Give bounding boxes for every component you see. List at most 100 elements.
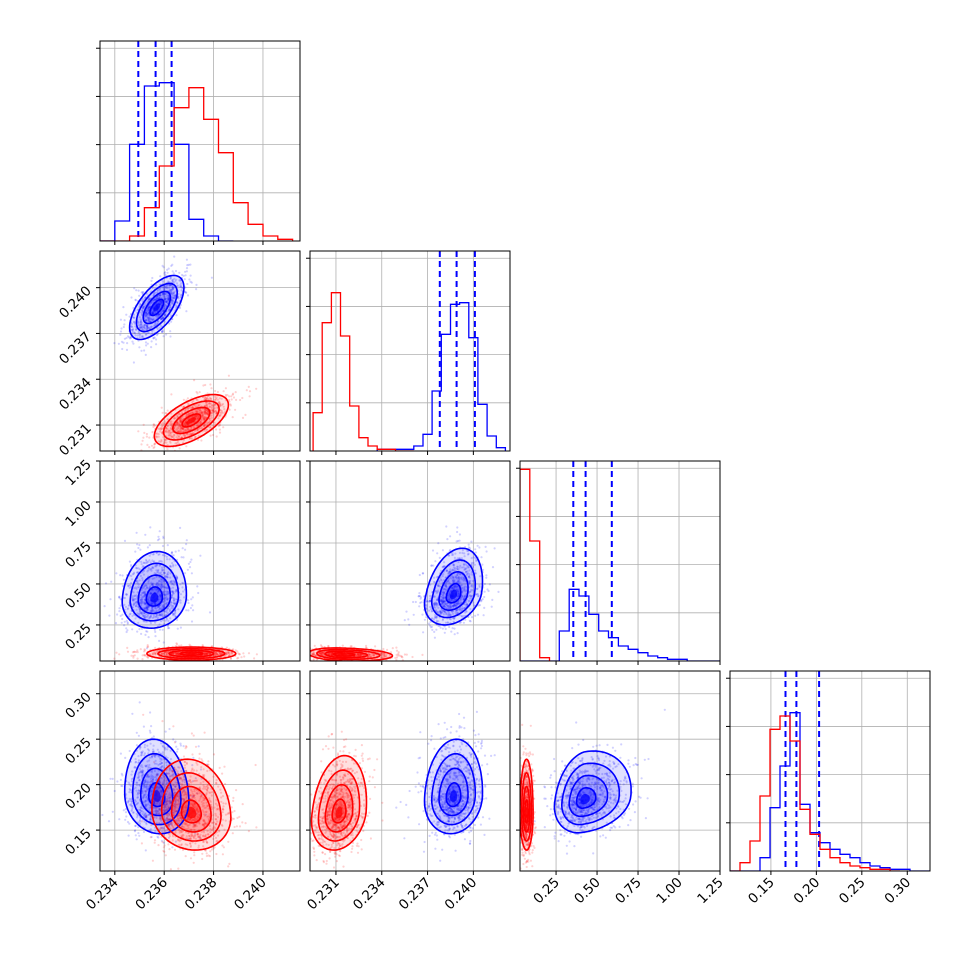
- sample-point: [447, 612, 450, 616]
- sample-point: [147, 306, 150, 309]
- sample-point: [451, 580, 454, 583]
- sample-point: [449, 614, 452, 617]
- sample-point: [456, 572, 459, 575]
- sample-point: [137, 324, 140, 327]
- sample-point: [146, 326, 149, 329]
- sample-point: [451, 604, 454, 608]
- sample-point: [127, 800, 130, 803]
- sample-point: [438, 610, 441, 613]
- sample-point: [464, 594, 467, 597]
- sample-point: [476, 587, 479, 590]
- sample-point: [462, 586, 465, 589]
- sample-point: [149, 592, 152, 595]
- sample-point: [173, 612, 176, 616]
- sample-point: [159, 613, 162, 617]
- sample-point: [125, 593, 128, 596]
- sample-point: [199, 554, 202, 557]
- sample-point: [197, 591, 200, 595]
- sample-point: [189, 280, 192, 283]
- sample-point: [160, 583, 163, 586]
- sample-point: [463, 838, 466, 841]
- sample-point: [434, 609, 438, 612]
- sample-point: [446, 621, 449, 624]
- sample-point: [456, 611, 459, 614]
- sample-point: [150, 581, 153, 584]
- sample-point: [185, 258, 188, 261]
- sample-point: [442, 592, 446, 595]
- sample-point: [143, 600, 146, 604]
- sample-point: [484, 545, 487, 549]
- sample-point: [160, 317, 163, 320]
- sample-point: [663, 708, 666, 711]
- sample-point: [146, 308, 150, 311]
- sample-point: [456, 565, 459, 568]
- sample-point: [163, 286, 167, 289]
- sample-point: [433, 636, 436, 639]
- sample-point: [184, 572, 187, 575]
- sample-point: [170, 822, 173, 825]
- sample-point: [125, 348, 129, 351]
- sample-point: [451, 610, 454, 613]
- sample-point: [171, 301, 174, 305]
- sample-point: [470, 557, 473, 560]
- sample-point: [159, 311, 162, 315]
- sample-point: [157, 598, 161, 601]
- sample-point: [571, 747, 574, 750]
- sample-point: [429, 583, 432, 586]
- sample-point: [134, 325, 137, 328]
- sample-point: [473, 563, 476, 566]
- sample-point: [443, 600, 446, 603]
- sample-point: [452, 587, 455, 590]
- sample-point: [152, 324, 156, 327]
- sample-point: [441, 619, 444, 622]
- sample-point: [614, 749, 617, 752]
- sample-point: [628, 807, 631, 810]
- sample-point: [168, 322, 171, 325]
- sample-point: [437, 542, 440, 545]
- sample-point: [477, 594, 480, 598]
- sample-point: [462, 716, 466, 719]
- sample-point: [140, 560, 143, 564]
- sample-point: [443, 610, 446, 614]
- sample-point: [148, 554, 151, 557]
- sample-point: [142, 620, 145, 623]
- sample-point: [463, 595, 466, 599]
- sample-point: [190, 598, 193, 601]
- sample-point: [468, 576, 471, 579]
- sample-point: [422, 810, 425, 813]
- sample-point: [149, 622, 152, 625]
- sample-point: [146, 326, 149, 329]
- sample-point: [140, 611, 143, 614]
- sample-point: [142, 596, 145, 599]
- sample-point: [164, 619, 167, 622]
- sample-point: [171, 292, 174, 295]
- sample-point: [444, 627, 447, 631]
- sample-point: [146, 597, 149, 601]
- sample-point: [430, 739, 433, 742]
- sample-point: [456, 567, 459, 571]
- sample-point: [447, 577, 450, 581]
- sample-point: [156, 564, 159, 567]
- sample-point: [142, 290, 145, 294]
- sample-point: [438, 585, 441, 588]
- sample-point: [453, 586, 456, 589]
- sample-point: [470, 595, 473, 598]
- sample-point: [428, 834, 431, 838]
- sample-point: [169, 576, 172, 579]
- sample-point: [147, 566, 150, 570]
- sample-point: [124, 756, 127, 760]
- sample-point: [159, 571, 163, 574]
- sample-point: [425, 603, 428, 607]
- sample-point: [441, 588, 445, 591]
- sample-point: [157, 581, 160, 585]
- sample-point: [172, 554, 175, 557]
- sample-point: [461, 594, 464, 597]
- sample-point: [147, 569, 150, 572]
- sample-point: [127, 834, 130, 837]
- sample-point: [162, 292, 165, 295]
- sample-point: [148, 729, 151, 732]
- sample-point: [146, 614, 150, 617]
- sample-point: [132, 572, 135, 575]
- sample-point: [452, 604, 455, 607]
- sample-point: [158, 613, 161, 616]
